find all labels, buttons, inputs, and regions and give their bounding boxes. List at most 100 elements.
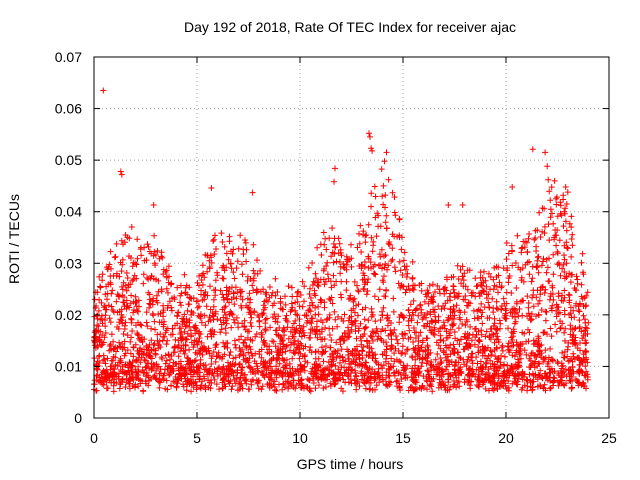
data-point [366, 379, 373, 386]
data-point [138, 252, 145, 259]
data-point [304, 376, 311, 382]
data-point [458, 280, 465, 287]
data-point [452, 369, 459, 376]
data-point [300, 329, 307, 336]
data-point [356, 240, 363, 247]
data-point [275, 367, 282, 374]
data-point [505, 370, 511, 377]
data-point [554, 194, 560, 201]
data-point [536, 347, 543, 354]
data-point [561, 311, 568, 318]
data-point [250, 275, 257, 282]
data-point [93, 328, 100, 335]
data-point [206, 314, 213, 321]
data-point [346, 296, 352, 303]
data-point [297, 350, 304, 357]
data-point [573, 273, 580, 280]
data-point [130, 353, 137, 360]
data-point [395, 369, 402, 376]
data-point [319, 344, 325, 351]
data-point [355, 287, 362, 294]
data-point [242, 326, 249, 333]
data-point [191, 358, 198, 365]
data-point [240, 246, 247, 253]
data-point [322, 348, 329, 355]
data-point [368, 309, 375, 316]
data-point [546, 369, 553, 376]
data-point [126, 304, 133, 311]
data-point [281, 357, 288, 364]
data-point [278, 335, 285, 342]
data-point [271, 378, 278, 385]
data-point [391, 326, 398, 333]
data-point [345, 352, 351, 358]
data-point [498, 283, 505, 290]
data-point [287, 328, 294, 335]
data-point [140, 387, 146, 394]
data-point [309, 302, 316, 309]
data-point [338, 278, 345, 285]
data-point [301, 353, 308, 360]
data-point [254, 257, 260, 264]
data-point [536, 297, 543, 304]
data-point [108, 331, 115, 338]
data-point [205, 345, 212, 352]
data-point [477, 375, 483, 382]
data-point [467, 385, 474, 392]
data-point [298, 376, 305, 383]
data-point [199, 262, 206, 269]
data-point [528, 278, 535, 285]
data-point [464, 378, 471, 385]
data-point [281, 364, 288, 371]
data-point [563, 273, 570, 280]
data-point [218, 326, 225, 333]
data-point [123, 270, 130, 276]
data-point [312, 311, 319, 318]
data-point [118, 171, 125, 178]
data-point [128, 334, 135, 341]
data-point [500, 265, 507, 272]
data-point [574, 276, 581, 283]
data-point [429, 388, 436, 395]
data-point [174, 284, 181, 291]
data-point [460, 356, 467, 363]
data-point [560, 354, 567, 361]
data-point [372, 193, 379, 200]
data-point [106, 315, 113, 322]
data-point [357, 320, 364, 327]
data-point [576, 308, 583, 315]
data-point [508, 242, 515, 249]
data-point [237, 293, 244, 300]
data-point [554, 227, 561, 234]
data-point [397, 284, 404, 291]
data-point [143, 257, 150, 264]
data-point [347, 295, 354, 301]
data-point [437, 381, 444, 387]
data-point [567, 331, 574, 338]
data-point [101, 304, 107, 311]
data-point [515, 313, 522, 320]
data-point [252, 333, 259, 340]
data-point [239, 364, 246, 371]
data-point [222, 317, 229, 324]
data-point [126, 385, 133, 392]
data-point [204, 268, 211, 275]
data-point [212, 358, 219, 365]
data-point [170, 349, 177, 356]
data-point [369, 311, 376, 318]
data-point [195, 338, 202, 345]
data-point [519, 340, 526, 347]
data-point [497, 380, 504, 387]
data-point [146, 300, 153, 307]
data-point [567, 378, 574, 384]
data-point [142, 364, 149, 371]
data-point [332, 362, 339, 369]
data-point [351, 278, 358, 285]
data-point [356, 263, 363, 269]
data-point [134, 307, 141, 314]
data-point [559, 265, 566, 272]
data-point [157, 331, 164, 338]
data-point [332, 244, 339, 250]
data-point [553, 232, 560, 239]
data-point [224, 344, 231, 351]
